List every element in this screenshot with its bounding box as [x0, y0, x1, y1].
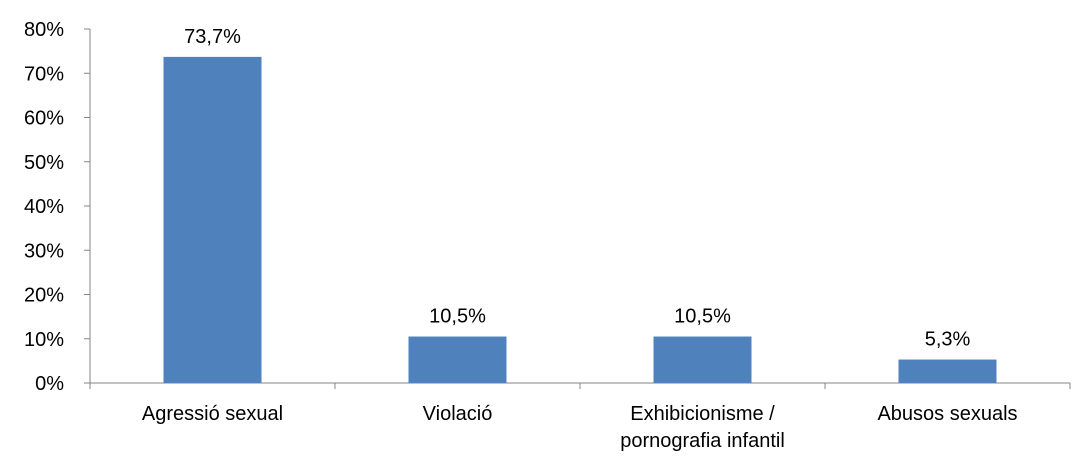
x-category-label: Agressió sexual — [142, 403, 283, 425]
x-category-label: Violació — [423, 403, 493, 425]
bar-data-label: 73,7% — [184, 26, 241, 48]
x-category-label: Abusos sexuals — [877, 403, 1017, 425]
bar-data-label: 5,3% — [925, 329, 971, 351]
x-axis: Agressió sexual Violació Exhibicionisme / p… — [89, 382, 1071, 452]
y-axis: 0% 10% 20% 30% 40% 50% 60% 70% 80% — [24, 19, 91, 395]
y-tick-label: 60% — [24, 108, 64, 130]
y-tick-label: 20% — [24, 285, 64, 307]
y-tick-label: 50% — [24, 152, 64, 174]
bar-data-label: 10,5% — [429, 306, 486, 328]
y-tick-label: 80% — [24, 19, 64, 41]
y-tick-label: 70% — [24, 63, 64, 85]
bars — [163, 56, 997, 383]
y-tick-label: 40% — [24, 196, 64, 218]
bar — [408, 336, 507, 383]
bar — [163, 56, 262, 383]
bar — [653, 336, 752, 383]
y-tick-label: 30% — [24, 240, 64, 262]
bar — [898, 359, 997, 383]
x-category-label: Exhibicionisme / pornografia infantil — [620, 403, 785, 452]
y-tick-label: 0% — [35, 373, 64, 395]
y-tick-label: 10% — [24, 329, 64, 351]
bar-data-label: 10,5% — [674, 306, 731, 328]
data-labels: 73,7% 10,5% 10,5% 5,3% — [184, 26, 970, 351]
